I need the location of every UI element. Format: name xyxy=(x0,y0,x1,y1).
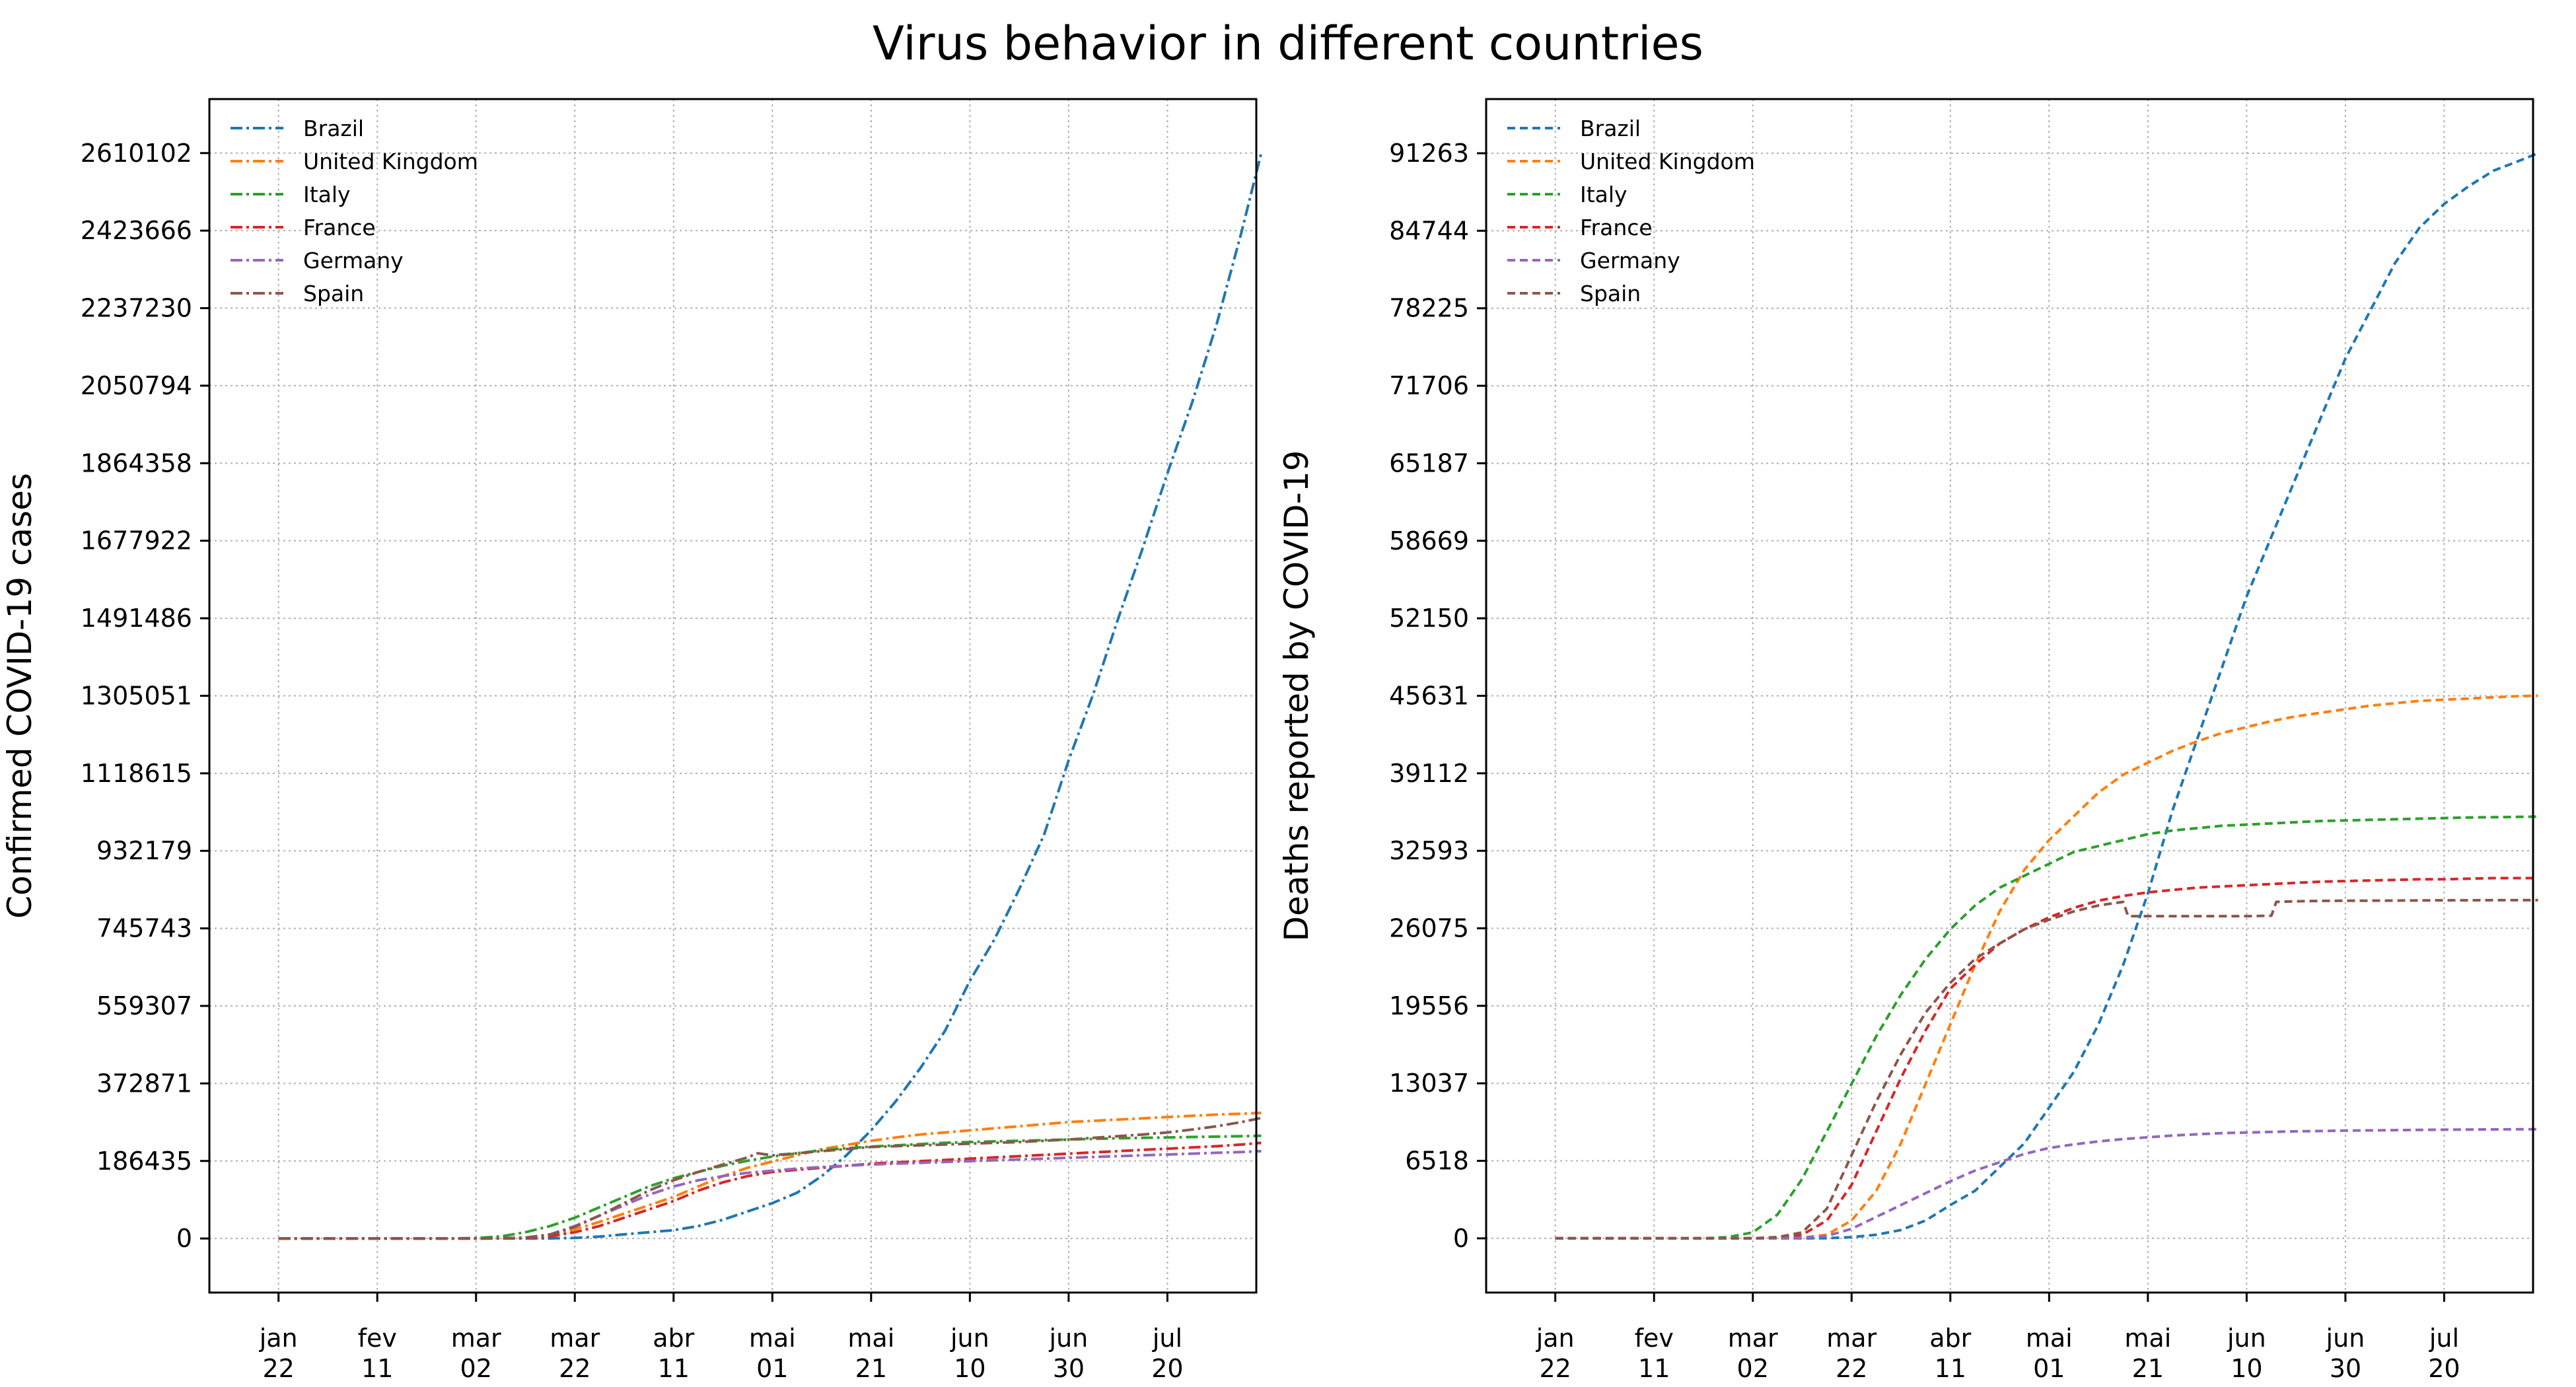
deaths-xtick-label: jun 10 xyxy=(2227,1324,2266,1383)
deaths-xtick-label: mai 21 xyxy=(2124,1324,2171,1383)
cases-ytick-label: 932179 xyxy=(96,836,192,865)
deaths-xtick-label: mai 01 xyxy=(2026,1324,2073,1383)
cases-ytick-label: 1864358 xyxy=(81,448,192,478)
deaths-ytick-label: 58669 xyxy=(1389,526,1469,555)
cases-ytick-label: 2050794 xyxy=(81,371,192,400)
cases-series-italy xyxy=(278,1134,1262,1240)
deaths-ytick-label: 71706 xyxy=(1389,371,1469,400)
cases-ytick-label: 1677922 xyxy=(81,526,192,555)
deaths-legend-label: Germany xyxy=(1580,248,1680,273)
deaths-series-spain xyxy=(1555,898,2538,1240)
deaths-xtick-label: mar 22 xyxy=(1826,1324,1877,1383)
deaths-ytick-label: 78225 xyxy=(1389,294,1469,323)
cases-series-united-kingdom xyxy=(278,1112,1262,1240)
cases-legend-label: Italy xyxy=(303,182,351,207)
deaths-ytick-label: 13037 xyxy=(1389,1069,1469,1098)
deaths-series-germany xyxy=(1555,1127,2538,1240)
deaths-ytick-label: 19556 xyxy=(1389,991,1469,1020)
deaths-ytick-label: 6518 xyxy=(1405,1147,1469,1176)
cases-ytick-label: 1491486 xyxy=(81,604,192,633)
cases-ytick-label: 1118615 xyxy=(81,759,192,788)
deaths-ytick-label: 52150 xyxy=(1389,604,1469,633)
cases-ytick-label: 0 xyxy=(176,1224,192,1253)
cases-xtick-label: jul 20 xyxy=(1151,1324,1183,1383)
cases-xtick-label: jan 22 xyxy=(259,1324,298,1383)
cases-xtick-label: mai 01 xyxy=(749,1324,796,1383)
cases-legend-label: United Kingdom xyxy=(303,149,478,174)
deaths-xtick-label: abr 11 xyxy=(1929,1324,1971,1383)
cases-ytick-label: 2423666 xyxy=(81,216,192,245)
deaths-xtick-label: mar 02 xyxy=(1728,1324,1778,1383)
deaths-xtick-label: jul 20 xyxy=(2428,1324,2460,1383)
cases-xtick-label: mar 22 xyxy=(550,1324,600,1383)
deaths-ytick-label: 39112 xyxy=(1389,759,1469,788)
cases-xtick-label: mar 02 xyxy=(451,1324,501,1383)
cases-series-germany xyxy=(278,1149,1262,1240)
cases-legend-label: Spain xyxy=(303,281,364,306)
cases-chart: 0 186435 372871 559307 745743 932179 1118615 13… xyxy=(1,98,1263,1383)
cases-ytick-label: 559307 xyxy=(96,991,192,1020)
deaths-xtick-label: jan 22 xyxy=(1536,1324,1575,1383)
deaths-ytick-label: 26075 xyxy=(1389,914,1469,943)
figure-title: Virus behavior in different countries xyxy=(873,17,1703,71)
deaths-legend-label: United Kingdom xyxy=(1580,149,1755,174)
deaths-ytick-label: 45631 xyxy=(1389,681,1469,710)
cases-xtick-label: jun 30 xyxy=(1049,1324,1089,1383)
cases-ytick-label: 1305051 xyxy=(81,681,192,710)
cases-legend-label: Germany xyxy=(303,248,404,273)
cases-xtick-label: mai 21 xyxy=(847,1324,894,1383)
deaths-chart-ylabel: Deaths reported by COVID-19 xyxy=(1277,450,1316,942)
deaths-series-italy xyxy=(1555,815,2538,1240)
cases-series-brazil xyxy=(278,153,1263,1240)
cases-ytick-label: 372871 xyxy=(96,1069,192,1098)
cases-legend-label: Brazil xyxy=(303,116,364,141)
deaths-series-brazil xyxy=(1555,152,2539,1240)
cases-ytick-label: 2610102 xyxy=(81,139,192,168)
deaths-ytick-label: 0 xyxy=(1453,1224,1469,1253)
cases-xtick-label: abr 11 xyxy=(653,1324,694,1383)
cases-chart-ylabel: Confirmed COVID-19 cases xyxy=(1,473,39,919)
deaths-xtick-label: jun 30 xyxy=(2326,1324,2365,1383)
deaths-ytick-label: 65187 xyxy=(1389,448,1469,478)
deaths-ytick-label: 91263 xyxy=(1389,139,1469,168)
deaths-legend-label: Spain xyxy=(1580,281,1641,306)
cases-series-spain xyxy=(278,1116,1262,1240)
cases-legend-label: France xyxy=(303,215,376,240)
cases-xtick-label: jun 10 xyxy=(950,1324,989,1383)
cases-xtick-label: fev 11 xyxy=(358,1324,397,1383)
deaths-series-united-kingdom xyxy=(1555,694,2538,1240)
deaths-series-france xyxy=(1555,876,2538,1240)
deaths-chart: 0 6518 13037 19556 26075 32593 39112 45631 52150… xyxy=(1277,98,2539,1383)
deaths-ytick-label: 84744 xyxy=(1389,216,1469,245)
deaths-legend-label: Brazil xyxy=(1580,116,1641,141)
cases-ytick-label: 2237230 xyxy=(81,294,192,323)
deaths-ytick-label: 32593 xyxy=(1389,836,1469,865)
deaths-xtick-label: fev 11 xyxy=(1635,1324,1674,1383)
cases-ytick-label: 745743 xyxy=(96,914,192,943)
deaths-legend-label: France xyxy=(1580,215,1653,240)
deaths-legend-label: Italy xyxy=(1580,182,1628,207)
cases-ytick-label: 186435 xyxy=(96,1147,192,1176)
